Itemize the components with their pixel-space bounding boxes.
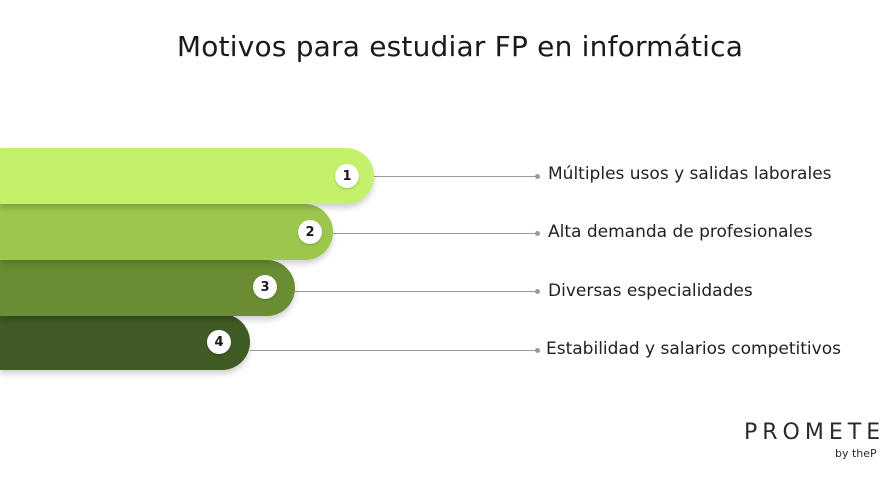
- brand-logo: PROMETE: [744, 420, 880, 445]
- label-4: Estabilidad y salarios competitivos: [546, 339, 841, 359]
- badge-2: 2: [298, 220, 322, 244]
- bar-2: [0, 204, 333, 260]
- connector-3: [295, 289, 540, 294]
- label-1: Múltiples usos y salidas laborales: [548, 164, 832, 184]
- bar-3: [0, 260, 295, 316]
- connector-1: [374, 174, 540, 179]
- badge-4: 4: [207, 330, 231, 354]
- diagram-title: Motivos para estudiar FP en informática: [176, 30, 744, 63]
- badge-1: 1: [335, 164, 359, 188]
- label-2: Alta demanda de profesionales: [548, 222, 813, 242]
- brand-logo-subtitle: by theP: [835, 447, 877, 460]
- badge-3: 3: [253, 275, 277, 299]
- label-3: Diversas especialidades: [548, 281, 753, 301]
- connector-4: [250, 348, 540, 353]
- connector-2: [333, 231, 540, 236]
- bar-1: [0, 148, 374, 204]
